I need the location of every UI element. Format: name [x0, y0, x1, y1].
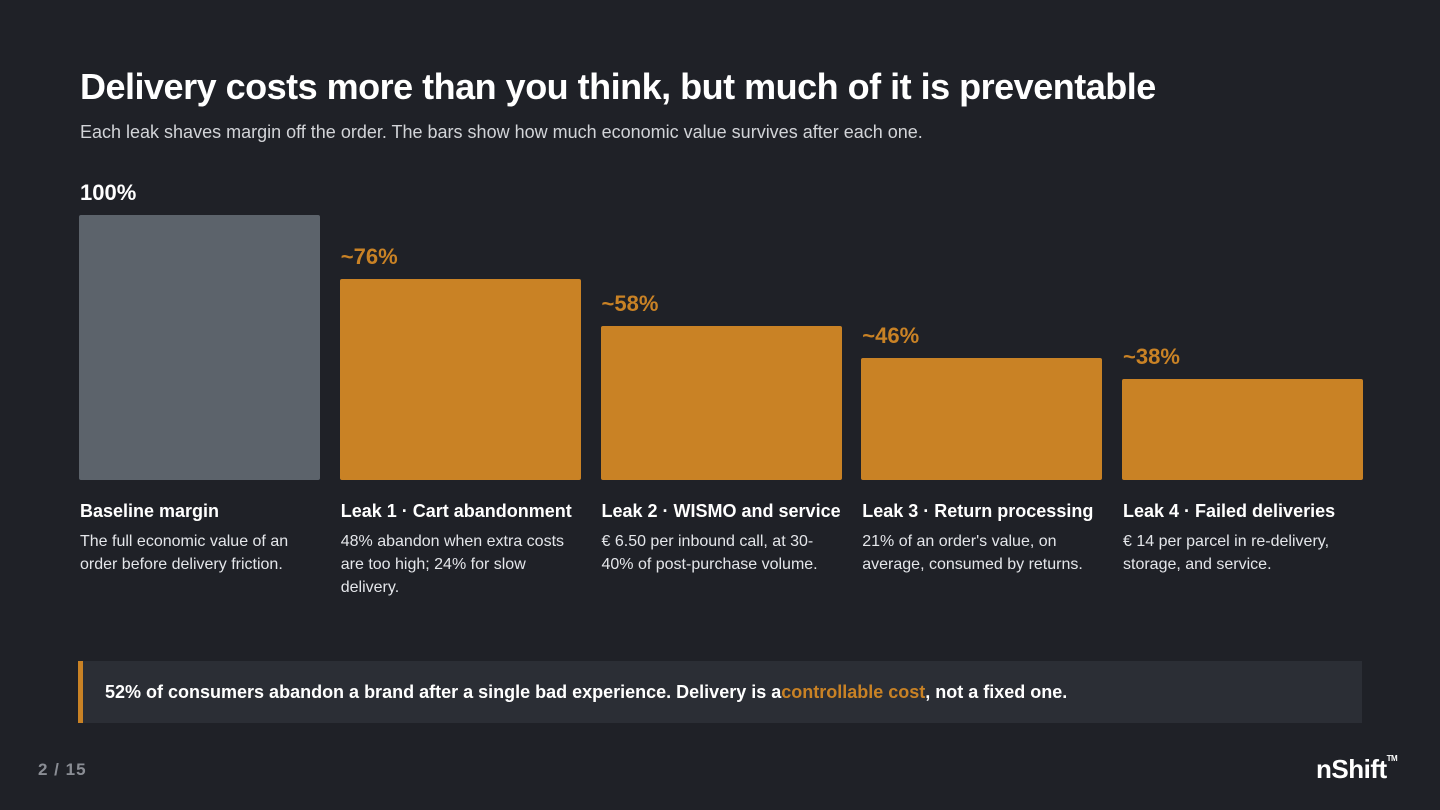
callout-box: 52% of consumers abandon a brand after a…	[78, 661, 1362, 723]
bar-1	[79, 215, 320, 480]
category-label-5: Leak 4 · Failed deliveries	[1123, 501, 1336, 521]
nshift-logo: nShiftTM	[1316, 754, 1398, 784]
bar-4	[861, 358, 1103, 480]
page-number: 2 / 15	[38, 760, 87, 779]
bar-5	[1122, 379, 1363, 480]
bar-value-label-1: 100%	[80, 180, 137, 205]
category-label-4: Leak 3 · Return processing	[862, 501, 1094, 521]
bar-2	[339, 278, 581, 480]
margin-waterfall-chart: 100% Baseline margin The full economic val…	[79, 180, 1363, 596]
callout-text: 52% of consumers abandon a brand after a…	[105, 681, 782, 702]
slide-title: Delivery costs more than you think, but …	[80, 66, 1156, 107]
category-description-4: 21% of an order's value, on average, con…	[862, 533, 1083, 573]
callout-highlight: controllable cost	[781, 681, 926, 702]
bar-3	[600, 326, 842, 480]
slide-subtitle: Each leak shaves margin off the order. T…	[80, 122, 923, 142]
bar-value-label-2: ~76%	[340, 243, 398, 269]
category-label-1: Baseline margin	[80, 501, 220, 521]
category-description-3: € 6.50 per inbound call, at 30-40% of po…	[601, 533, 818, 573]
category-description-5: € 14 per parcel in re-delivery, storage,…	[1123, 533, 1330, 573]
bar-value-label-3: ~58%	[601, 291, 659, 317]
bar-value-label-5: ~38%	[1123, 344, 1180, 370]
category-label-3: Leak 2 · WISMO and service	[601, 501, 841, 521]
category-label-2: Leak 1 · Cart abandonment	[340, 501, 572, 521]
bar-value-label-4: ~46%	[862, 323, 920, 349]
category-description-1: The full economic value of an order befo…	[80, 533, 289, 573]
callout-text-end: , not a fixed one.	[925, 681, 1068, 702]
category-description-2: 48% abandon when extra costs are too hig…	[340, 533, 565, 596]
